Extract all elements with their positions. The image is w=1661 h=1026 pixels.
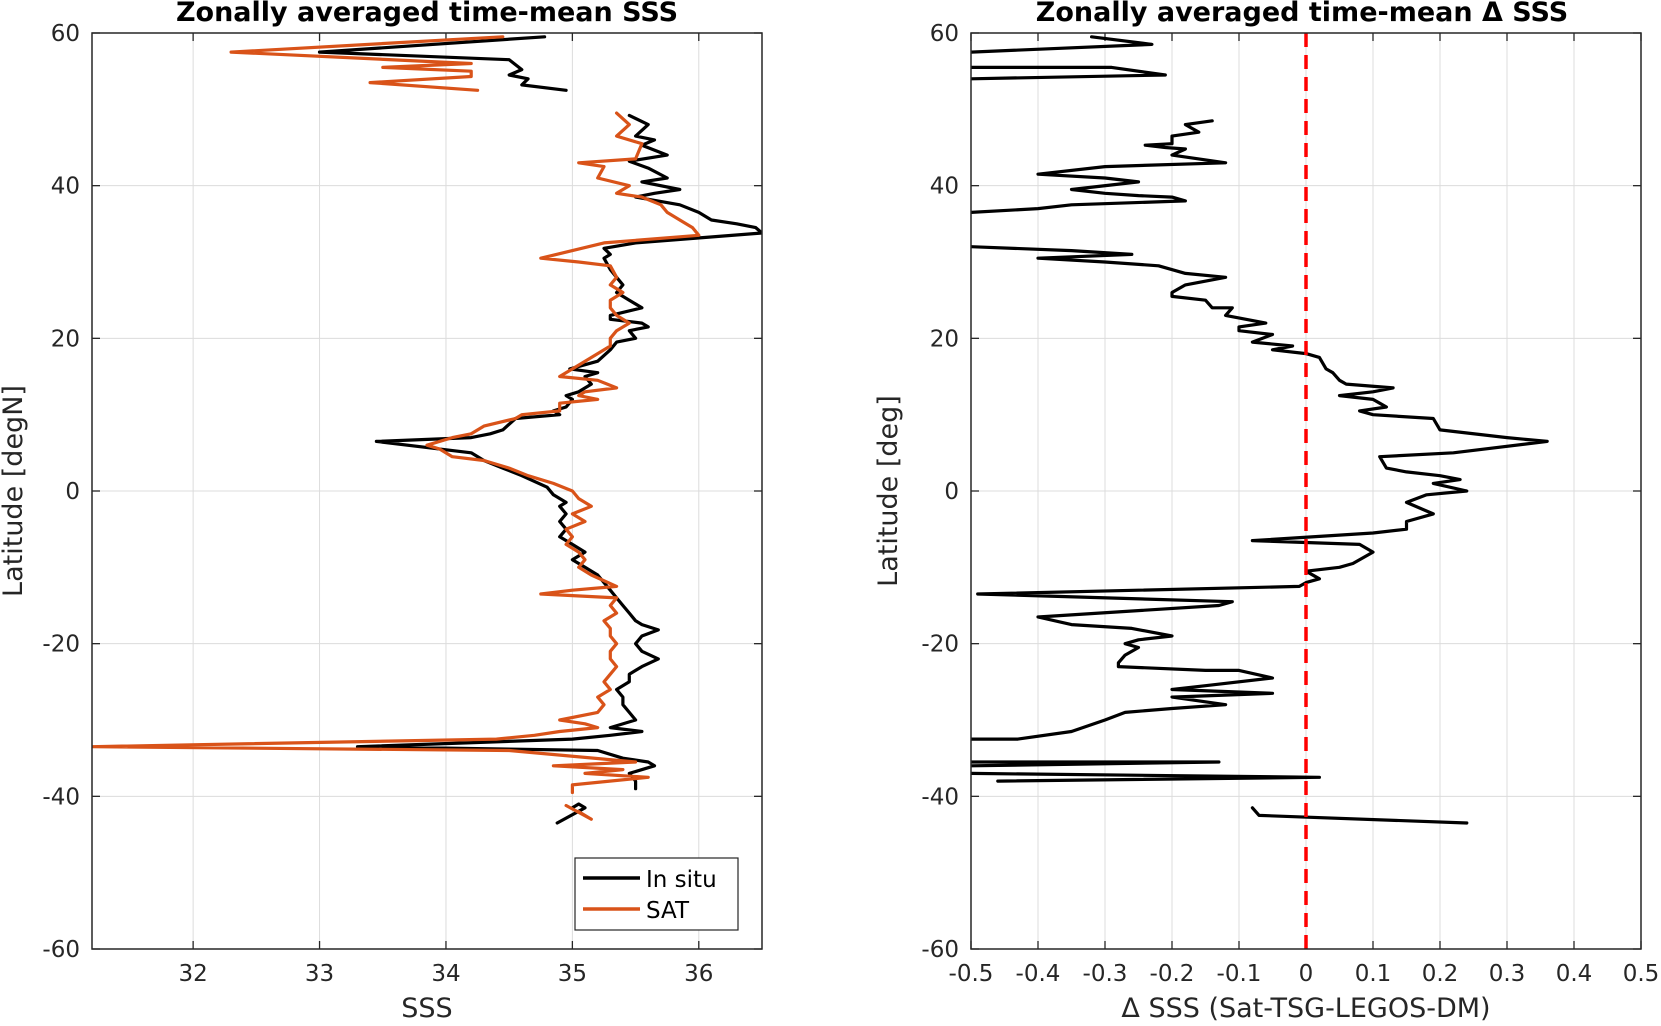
series-line-series-1 <box>971 760 1221 768</box>
legend-label-in-situ: In situ <box>646 867 717 893</box>
y-tick-label: 60 <box>930 21 959 47</box>
y-tick-label: 40 <box>51 174 80 200</box>
series-line-series-1 <box>971 245 1549 741</box>
series-line-in-situ <box>355 113 762 791</box>
x-axis-label: Δ SSS (Sat-TSG-LEGOS-DM) <box>1121 993 1490 1024</box>
x-tick-label: 36 <box>684 961 713 987</box>
chart-panel-sss: Zonally averaged time-mean SSS -60 -40 -20… <box>0 0 763 1024</box>
series-line-series-1 <box>971 771 1322 783</box>
x-tick-label: 0.2 <box>1422 961 1459 987</box>
x-tick-label: 32 <box>178 961 207 987</box>
legend: In situ SAT <box>574 857 739 931</box>
y-tick-label: -60 <box>42 937 80 963</box>
axes-box <box>970 32 1642 950</box>
y-tick-label: 60 <box>51 21 80 47</box>
y-tick-label: -40 <box>42 784 80 810</box>
x-tick-label: 33 <box>305 961 334 987</box>
chart-title: Zonally averaged time-mean Δ SSS <box>1036 0 1568 28</box>
y-tick-label: 0 <box>65 479 80 505</box>
x-tick-labels: -0.5 -0.4 -0.3 -0.2 -0.1 0 0.1 0.2 0.3 0.4 0.5 <box>949 961 1660 987</box>
series-line-in-situ <box>555 802 587 825</box>
x-tick-label: -0.3 <box>1083 961 1128 987</box>
y-tick-label: -20 <box>42 632 80 658</box>
x-tick-label: 35 <box>558 961 587 987</box>
x-tick-label: -0.4 <box>1016 961 1061 987</box>
x-tick-label: -0.1 <box>1217 961 1262 987</box>
y-tick-label: -60 <box>921 937 959 963</box>
x-tick-label: 0 <box>1299 961 1314 987</box>
x-tick-labels: 32 33 34 35 36 <box>178 961 713 987</box>
y-tick-label: -40 <box>921 784 959 810</box>
y-axis-label: Latitude [deg] <box>873 395 904 587</box>
y-tick-labels: -60 -40 -20 0 20 40 60 <box>42 21 80 963</box>
series-line-sat <box>564 803 593 821</box>
x-axis-label: SSS <box>401 993 452 1024</box>
series-line-series-1 <box>971 35 1154 54</box>
y-tick-label: 0 <box>944 479 959 505</box>
y-tick-labels: -60 -40 -20 0 20 40 60 <box>921 21 959 963</box>
y-tick-label: 20 <box>930 326 959 352</box>
x-tick-label: 0.1 <box>1355 961 1392 987</box>
axes-box <box>91 32 763 950</box>
series-group <box>971 35 1549 825</box>
series-group <box>92 35 762 825</box>
chart-title: Zonally averaged time-mean SSS <box>176 0 678 28</box>
y-tick-label: -20 <box>921 632 959 658</box>
y-tick-label: 40 <box>930 174 959 200</box>
x-tick-label: -0.5 <box>949 961 994 987</box>
series-line-in-situ <box>317 35 568 92</box>
grid <box>92 32 762 950</box>
series-line-series-1 <box>971 119 1228 214</box>
series-line-series-1 <box>971 65 1167 81</box>
x-tick-label: -0.2 <box>1150 961 1195 987</box>
legend-box <box>574 857 739 931</box>
series-line-sat <box>92 111 701 795</box>
y-axis-label: Latitude [degN] <box>0 385 29 597</box>
x-tick-label: 0.3 <box>1489 961 1526 987</box>
x-tick-label: 0.4 <box>1556 961 1593 987</box>
y-tick-label: 20 <box>51 326 80 352</box>
x-tick-label: 34 <box>431 961 460 987</box>
chart-panel-delta-sss: Zonally averaged time-mean Δ SSS -60-40-… <box>873 0 1659 1024</box>
x-tick-label: 0.5 <box>1623 961 1660 987</box>
legend-label-sat: SAT <box>646 898 690 924</box>
series-line-series-1 <box>1250 806 1469 825</box>
series-line-sat <box>229 35 505 92</box>
